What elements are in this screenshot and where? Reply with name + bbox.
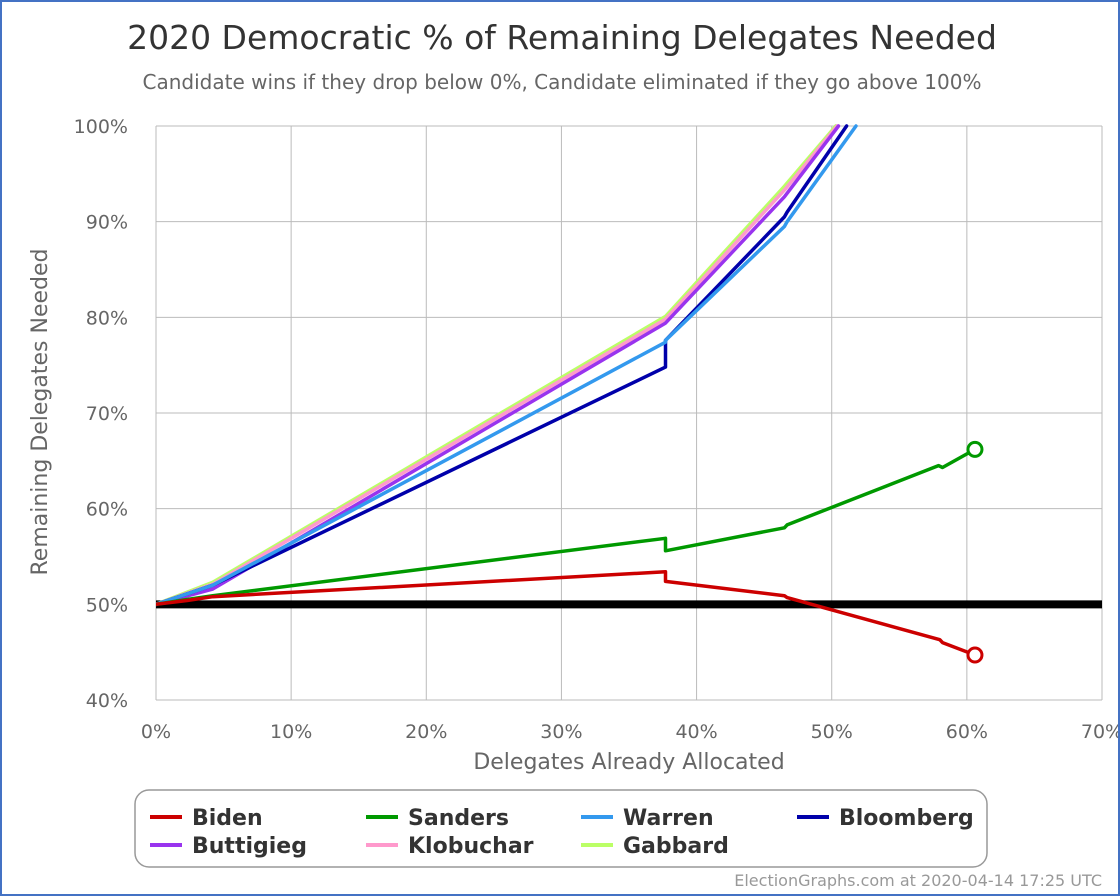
axis-ticks: 0% 10% 20% 30% 40% 50% 60% 70% 40% 50% 60% 70% 80% 90… [74, 116, 1118, 743]
x-axis-label: Delegates Already Allocated [473, 750, 784, 775]
y-tick-label: 50% [86, 594, 128, 616]
series-line-bloomberg [156, 124, 849, 607]
series-line-buttigieg [156, 124, 841, 607]
legend-label-klobuchar: Klobuchar [408, 834, 534, 859]
series-group [156, 124, 977, 657]
x-tick-label: 60% [946, 721, 988, 743]
series-line-biden [156, 570, 977, 657]
legend-label-sanders: Sanders [408, 806, 509, 831]
x-tick-label: 50% [811, 721, 853, 743]
end-marker-sanders [966, 440, 984, 458]
grid [155, 125, 1103, 701]
y-tick-label: 40% [86, 690, 128, 712]
series-line-warren [156, 124, 858, 607]
legend-label-biden: Biden [192, 806, 263, 831]
y-tick-label: 80% [86, 307, 128, 329]
x-tick-label: 30% [540, 721, 582, 743]
x-tick-label: 0% [141, 721, 171, 743]
credit-text: ElectionGraphs.com at 2020-04-14 17:25 U… [734, 871, 1102, 890]
legend-box [134, 789, 988, 868]
y-tick-label: 90% [86, 212, 128, 234]
y-tick-label: 70% [86, 403, 128, 425]
chart-subtitle: Candidate wins if they drop below 0%, Ca… [143, 70, 982, 94]
series-line-klobuchar [156, 124, 839, 607]
chart-title: 2020 Democratic % of Remaining Delegates… [127, 18, 997, 57]
y-tick-label: 100% [74, 116, 128, 138]
end-marker-biden [966, 646, 984, 664]
y-tick-label: 60% [86, 499, 128, 521]
legend-label-gabbard: Gabbard [623, 834, 729, 859]
legend-label-warren: Warren [623, 806, 714, 831]
series-line-gabbard [156, 124, 838, 607]
series-line-sanders [156, 447, 977, 607]
x-tick-label: 10% [270, 721, 312, 743]
x-tick-label: 40% [675, 721, 717, 743]
x-tick-label: 70% [1081, 721, 1118, 743]
legend: Biden Sanders Warren Bloomberg Buttigieg Klob… [134, 789, 988, 868]
x-tick-label: 20% [405, 721, 447, 743]
y-axis-label: Remaining Delegates Needed [28, 249, 53, 576]
legend-label-buttigieg: Buttigieg [192, 834, 307, 859]
legend-label-bloomberg: Bloomberg [839, 806, 974, 831]
